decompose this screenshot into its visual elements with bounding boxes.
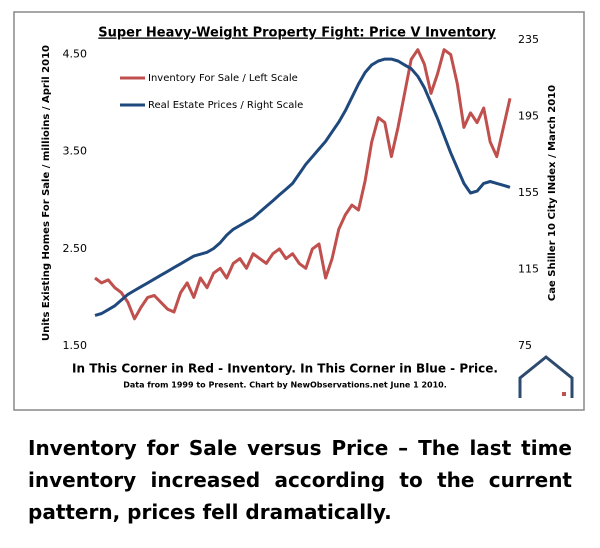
y2-tick-label: 235 <box>518 33 539 46</box>
y2-tick-label: 195 <box>518 110 539 123</box>
y2-tick-label: 75 <box>518 339 532 352</box>
logo <box>518 355 574 398</box>
y2-tick-label: 155 <box>518 186 539 199</box>
y-tick-label: 2.50 <box>63 242 88 255</box>
chart-title: Super Heavy-Weight Property Fight: Price… <box>98 26 496 41</box>
legend-label: Real Estate Prices / Right Scale <box>148 100 303 111</box>
caption: Inventory for Sale versus Price – The la… <box>28 436 572 524</box>
y-tick-label: 4.50 <box>63 48 88 61</box>
chart: Super Heavy-Weight Property Fight: Price… <box>13 11 585 411</box>
y-tick-label: 3.50 <box>63 145 88 158</box>
legend-label: Inventory For Sale / Left Scale <box>148 73 298 84</box>
y-tick-label: 1.50 <box>63 339 88 352</box>
chart-frame <box>13 11 585 411</box>
y-axis-label: Units Existing Homes For Sale / millioin… <box>41 45 52 341</box>
footer: In This Corner in Red - Inventory. In Th… <box>72 362 498 376</box>
source: Data from 1999 to Present. Chart by NewO… <box>123 381 447 390</box>
series-line <box>94 48 512 321</box>
series-line <box>94 57 511 317</box>
y2-axis-label: Cae Shiller 10 City INdex / March 2010 <box>547 85 558 301</box>
y2-tick-label: 115 <box>518 263 539 276</box>
